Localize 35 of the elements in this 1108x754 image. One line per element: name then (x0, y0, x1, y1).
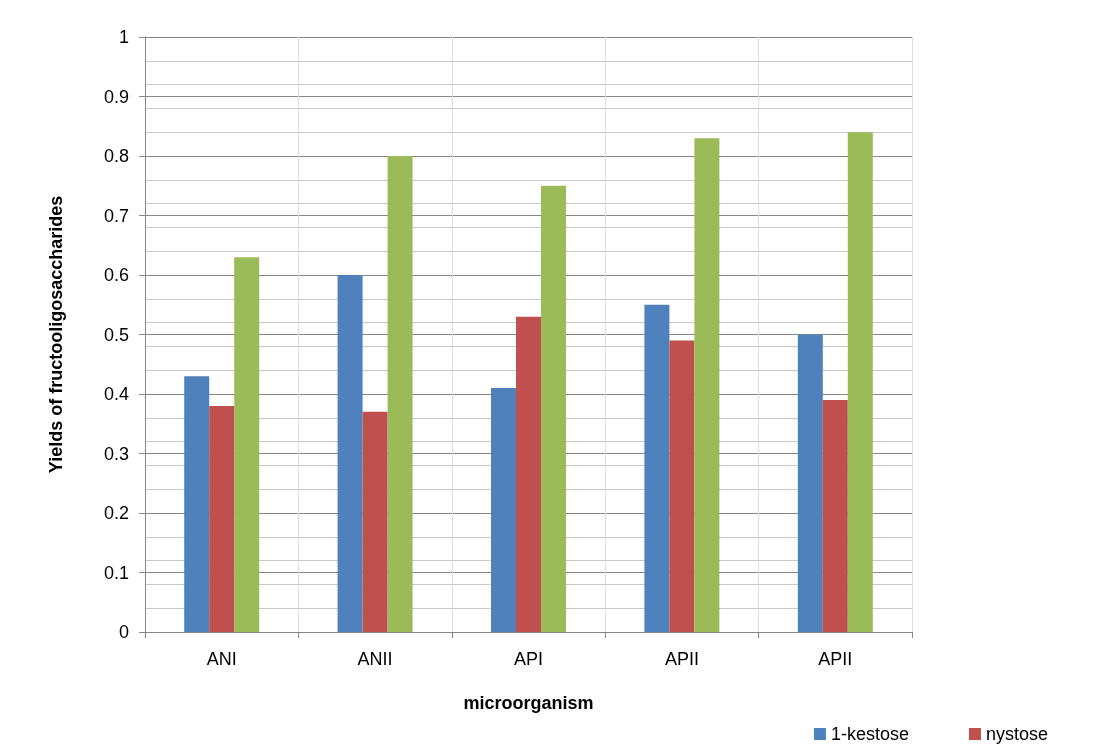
bar (669, 340, 695, 632)
bar (541, 185, 566, 632)
bar (516, 316, 541, 632)
x-tick-label: ANII (357, 649, 393, 669)
y-tick-label: 0 (118, 622, 129, 642)
y-axis-title: Yields of fructooligosaccharides (46, 195, 66, 474)
bar (644, 304, 670, 632)
bar (234, 257, 260, 632)
y-tick-label: 0.8 (103, 146, 129, 166)
legend-label: 1-kestose (830, 724, 909, 744)
x-tick-label: API (513, 649, 544, 669)
x-tick-label: APII (664, 649, 699, 669)
y-tick-label: 0.3 (103, 443, 129, 464)
bar (209, 405, 235, 632)
bar (491, 388, 516, 632)
bar (387, 156, 413, 632)
y-tick-label: 0.5 (103, 324, 129, 345)
bar (184, 376, 210, 632)
y-tick-label: 0.7 (103, 205, 129, 226)
y-tick-label: 1 (118, 27, 129, 47)
y-tick-label: 0.4 (103, 384, 129, 404)
y-tick-label: 0.9 (103, 86, 129, 107)
bar (694, 138, 720, 632)
bar (337, 275, 363, 632)
y-tick-label: 0.2 (103, 503, 129, 523)
x-tick-label: ANI (206, 649, 237, 669)
y-tick-label: 0.6 (103, 265, 129, 285)
bar (362, 411, 388, 632)
y-tick-label: 0.1 (103, 562, 129, 583)
x-axis-title: microorganism (463, 693, 594, 713)
x-tick-label: APII (818, 649, 853, 669)
bar (797, 334, 823, 632)
bar (847, 132, 873, 632)
bar (822, 399, 848, 632)
legend-label: nystose (985, 724, 1049, 744)
